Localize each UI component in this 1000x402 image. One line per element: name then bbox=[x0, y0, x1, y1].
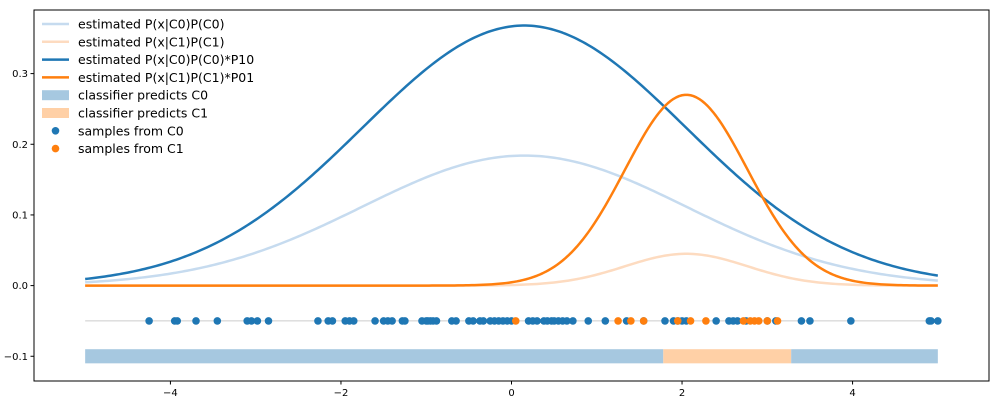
sample-point-c0-62 bbox=[733, 317, 742, 325]
sample-point-c0-50 bbox=[584, 317, 593, 325]
legend-label: samples from C0 bbox=[78, 123, 184, 138]
sample-point-c0-32 bbox=[479, 317, 488, 325]
sample-point-c0-59 bbox=[712, 317, 720, 325]
legend-label: estimated P(x|C0)P(C0)*P10 bbox=[78, 52, 254, 67]
sample-point-c0-14 bbox=[349, 317, 358, 325]
sample-point-c1-11 bbox=[763, 317, 772, 325]
sample-point-c0-26 bbox=[432, 317, 441, 325]
legend-label: classifier predicts C1 bbox=[78, 106, 208, 121]
sample-point-c1-6 bbox=[702, 317, 710, 325]
sample-point-c0-54 bbox=[661, 317, 669, 325]
sample-point-c1-1 bbox=[614, 317, 622, 325]
sample-point-c0-41 bbox=[533, 317, 541, 325]
legend-label: estimated P(x|C0)P(C0) bbox=[78, 17, 224, 32]
sample-point-c0-66 bbox=[797, 317, 806, 325]
classifier-bands bbox=[85, 349, 938, 364]
sample-point-c0-51 bbox=[601, 317, 610, 325]
legend-label: samples from C1 bbox=[78, 141, 184, 156]
sample-point-c0-2 bbox=[173, 317, 182, 325]
sample-point-c0-7 bbox=[253, 317, 262, 325]
sample-point-c0-71 bbox=[934, 317, 942, 325]
density-curves bbox=[85, 24, 939, 322]
legend-swatch-patch bbox=[42, 108, 69, 118]
sample-point-c0-28 bbox=[452, 317, 460, 325]
sample-point-c0-9 bbox=[314, 317, 322, 325]
sample-point-c1-12 bbox=[773, 317, 782, 325]
y-tick-label: 0.2 bbox=[12, 140, 28, 151]
legend-swatch-dot bbox=[51, 127, 60, 135]
series-line-3 bbox=[85, 93, 938, 287]
sample-point-c0-11 bbox=[328, 317, 337, 325]
sample-point-c0-18 bbox=[388, 317, 396, 325]
x-tick-label: 2 bbox=[679, 388, 685, 399]
sample-points bbox=[145, 317, 942, 325]
sample-point-c0-3 bbox=[192, 317, 200, 325]
band-1 bbox=[663, 349, 792, 364]
legend: estimated P(x|C0)P(C0) estimated P(x|C1)P… bbox=[42, 17, 254, 156]
sample-point-c0-68 bbox=[847, 317, 855, 325]
x-tick-label: −4 bbox=[163, 388, 178, 399]
sample-point-c0-30 bbox=[469, 317, 477, 325]
sample-point-c1-3 bbox=[639, 317, 648, 325]
legend-label: classifier predicts C0 bbox=[78, 88, 208, 103]
sample-point-c0-49 bbox=[569, 317, 577, 325]
legend-swatch-patch bbox=[42, 90, 69, 101]
sample-point-c0-4 bbox=[213, 317, 222, 325]
sample-point-c1-0 bbox=[511, 317, 520, 325]
sample-point-c0-6 bbox=[247, 317, 256, 325]
sample-point-c0-8 bbox=[264, 317, 273, 325]
series-line-2 bbox=[85, 24, 939, 281]
sample-point-c0-0 bbox=[145, 317, 153, 325]
legend-label: estimated P(x|C1)P(C1)*P01 bbox=[78, 70, 254, 85]
legend-swatch-dot bbox=[51, 144, 60, 153]
y-tick-label: 0.0 bbox=[12, 281, 28, 292]
y-tick-label: 0.1 bbox=[12, 210, 28, 221]
x-tick-label: 0 bbox=[508, 388, 514, 399]
sample-point-c1-7 bbox=[739, 317, 748, 325]
sample-point-c0-70 bbox=[927, 317, 935, 325]
band-0 bbox=[85, 349, 664, 364]
y-tick-label: 0.3 bbox=[12, 69, 28, 80]
y-axis: −0.1 0.0 0.1 0.2 0.3 bbox=[4, 69, 34, 363]
band-2 bbox=[791, 349, 938, 364]
sample-point-c0-20 bbox=[401, 317, 409, 325]
x-tick-label: 4 bbox=[849, 388, 855, 399]
sample-point-c1-5 bbox=[686, 317, 695, 325]
sample-point-c0-15 bbox=[371, 317, 379, 325]
x-tick-label: −2 bbox=[334, 388, 349, 399]
sample-point-c1-2 bbox=[627, 317, 635, 325]
sample-point-c0-48 bbox=[563, 317, 571, 325]
y-tick-label: −0.1 bbox=[4, 352, 28, 363]
sample-point-c0-67 bbox=[806, 317, 814, 325]
legend-label: estimated P(x|C1)P(C1) bbox=[78, 34, 224, 49]
sample-point-c1-4 bbox=[673, 317, 682, 325]
x-axis: −4 −2 0 2 4 bbox=[163, 381, 856, 399]
series-line-0 bbox=[85, 154, 938, 284]
sample-point-c1-10 bbox=[754, 317, 763, 325]
